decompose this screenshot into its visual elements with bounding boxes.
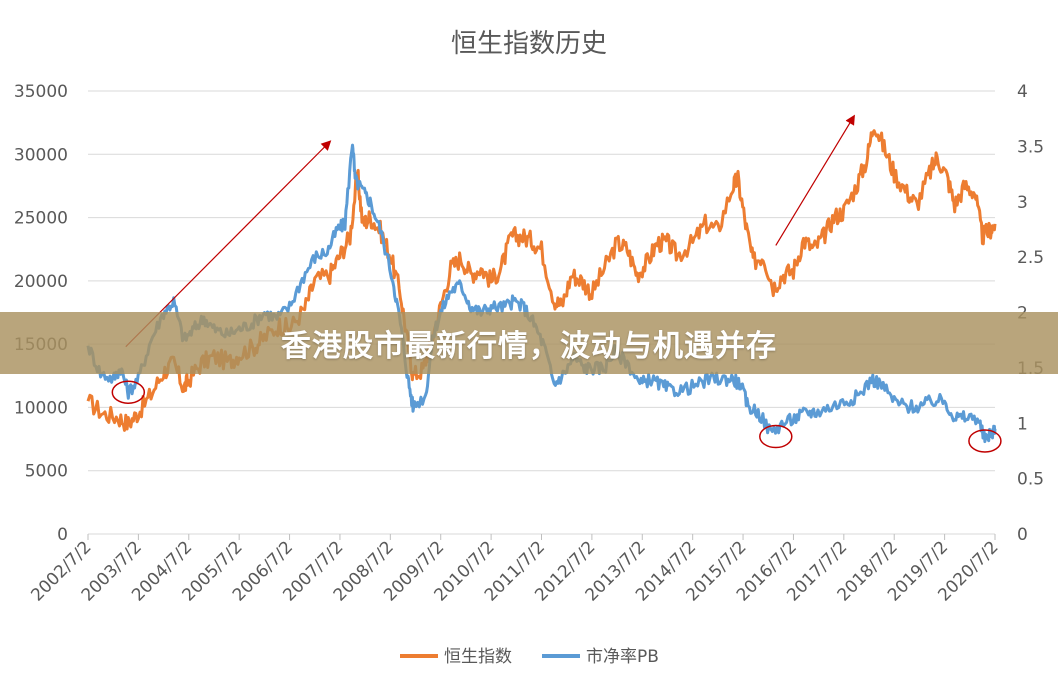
left-tick-label: 30000 <box>14 145 68 165</box>
right-tick-label: 4 <box>1017 82 1028 102</box>
left-tick-label: 0 <box>57 525 68 545</box>
left-tick-label: 20000 <box>14 272 68 292</box>
legend-label-hsi: 恒生指数 <box>444 647 512 667</box>
legend-label-pb: 市净率PB <box>586 647 659 667</box>
right-tick-label: 3 <box>1017 193 1028 213</box>
right-tick-label: 3.5 <box>1017 137 1044 157</box>
headline-text: 香港股市最新行情，波动与机遇并存 <box>281 329 777 364</box>
trough-circle <box>759 424 793 449</box>
trough-circle <box>111 380 146 404</box>
right-tick-label: 0 <box>1017 525 1028 545</box>
left-axis-ticks: 05000100001500020000250003000035000 <box>14 82 68 545</box>
left-tick-label: 35000 <box>14 82 68 102</box>
right-tick-label: 0.5 <box>1017 470 1044 490</box>
trough-circle <box>968 429 1002 453</box>
right-tick-label: 2.5 <box>1017 248 1044 268</box>
series-layer <box>86 129 997 444</box>
left-tick-label: 10000 <box>14 398 68 418</box>
right-tick-label: 1 <box>1017 414 1028 434</box>
chart-title: 恒生指数历史 <box>451 29 607 59</box>
headline-banner: 香港股市最新行情，波动与机遇并存 <box>0 312 1058 374</box>
x-axis-ticks: 2002/7/22003/7/22004/7/22005/7/22006/7/2… <box>27 534 1003 606</box>
legend: 恒生指数 市净率PB <box>400 647 659 667</box>
trend-arrow-2 <box>775 114 855 246</box>
left-tick-label: 25000 <box>14 209 68 229</box>
left-tick-label: 5000 <box>25 462 68 482</box>
